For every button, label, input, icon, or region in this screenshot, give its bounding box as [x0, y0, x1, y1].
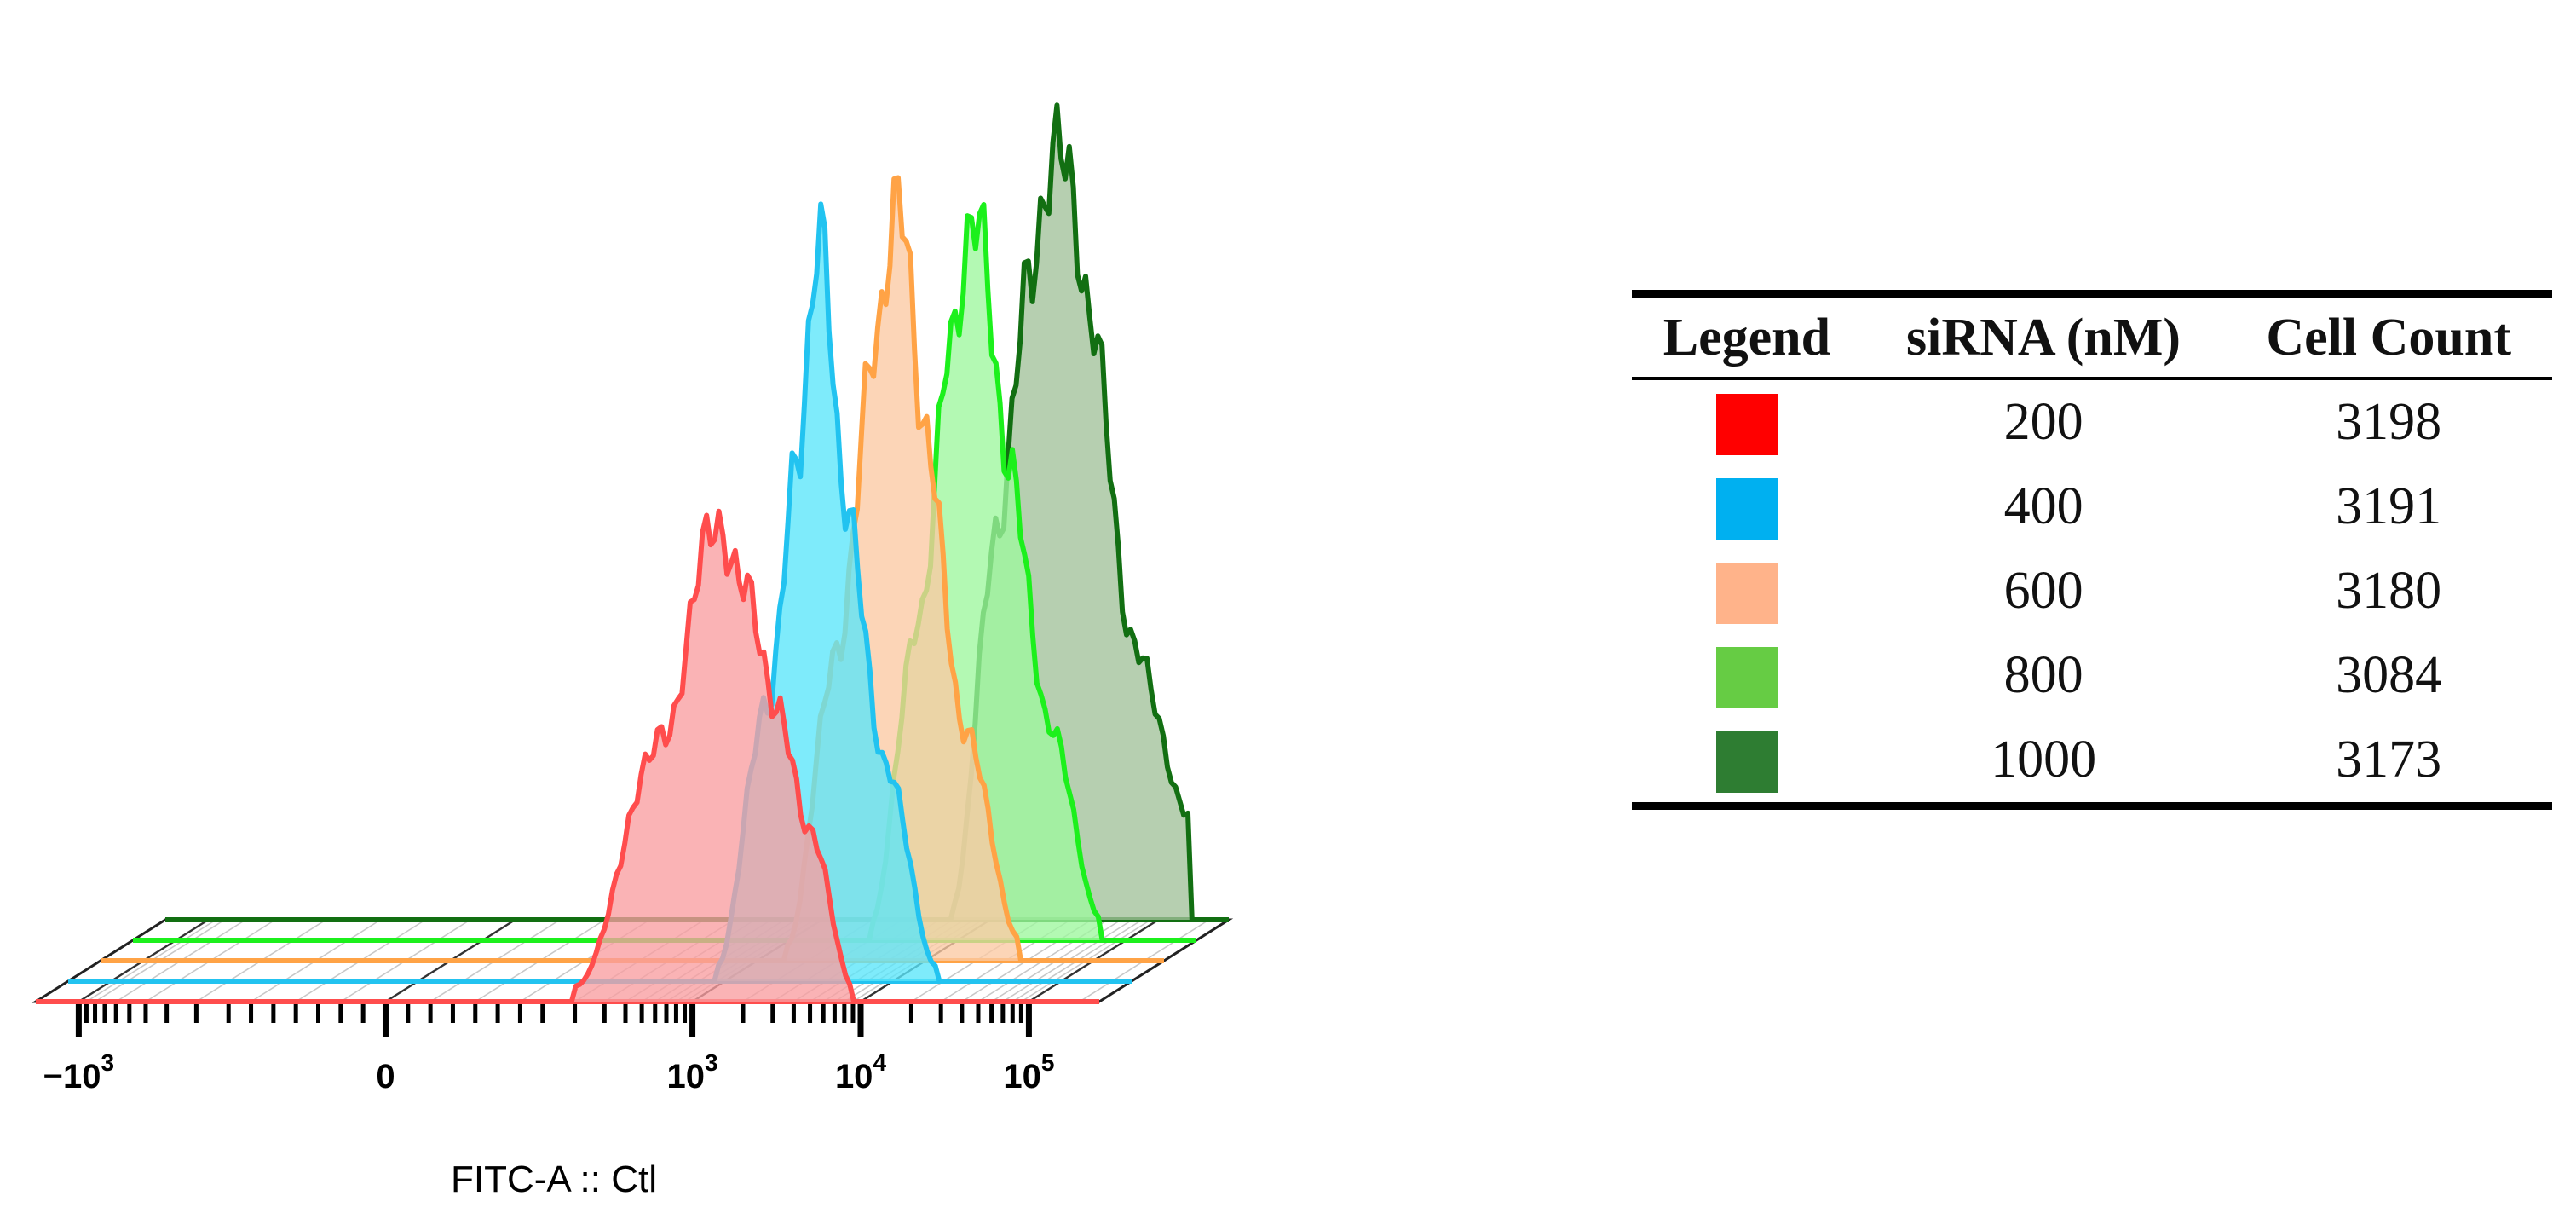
x-tick-label: −103	[43, 1049, 114, 1095]
legend-swatch	[1715, 646, 1778, 708]
sirna-value: 200	[2003, 393, 2083, 451]
legend-table: Legend siRNA (nM) Cell Count 200 3198 40…	[1632, 290, 2552, 810]
x-tick-label: 104	[835, 1049, 886, 1095]
legend-swatch	[1715, 477, 1778, 540]
legend-table-row: 600 3180	[1632, 549, 2552, 633]
x-axis-label: FITC-A :: Ctl	[451, 1158, 657, 1200]
legend-table-row: 200 3198	[1632, 378, 2552, 465]
ridge-fill	[68, 204, 1132, 981]
legend-header-sirna: siRNA (nM)	[1861, 290, 2226, 380]
cell-count-value: 3084	[2336, 646, 2442, 704]
legend-swatch	[1715, 562, 1778, 624]
cell-count-value: 3191	[2336, 477, 2442, 535]
x-tick-label: 103	[667, 1049, 718, 1095]
x-axis: −103 0 103 104 105	[43, 1004, 1054, 1095]
ridge-fill	[101, 177, 1164, 961]
x-tick-label: 105	[1003, 1049, 1054, 1095]
sirna-value: 400	[2003, 477, 2083, 535]
legend-table-row: 1000 3173	[1632, 718, 2552, 810]
histogram-ridges	[36, 102, 1229, 1004]
sirna-value: 800	[2003, 646, 2083, 704]
legend-table-row: 400 3191	[1632, 465, 2552, 549]
cell-count-value: 3180	[2336, 562, 2442, 620]
cell-count-value: 3173	[2225, 718, 2552, 810]
sirna-value: 1000	[1861, 718, 2226, 810]
legend-table-header-row: Legend siRNA (nM) Cell Count	[1632, 290, 2552, 380]
ridge-outline	[36, 508, 1099, 1004]
ridge-series-200	[36, 508, 1099, 1004]
legend-header-legend: Legend	[1632, 290, 1862, 380]
legend-swatch	[1715, 731, 1778, 793]
cell-count-value: 3198	[2336, 393, 2442, 451]
histogram-overlay-chart: −103 0 103 104 105 FITC-A :: Ctl	[31, 102, 1234, 1200]
legend-header-count: Cell Count	[2225, 290, 2552, 380]
legend-table-row: 800 3084	[1632, 633, 2552, 718]
x-tick-label: 0	[376, 1058, 395, 1095]
legend-swatch	[1715, 393, 1778, 455]
sirna-value: 600	[2003, 562, 2083, 620]
